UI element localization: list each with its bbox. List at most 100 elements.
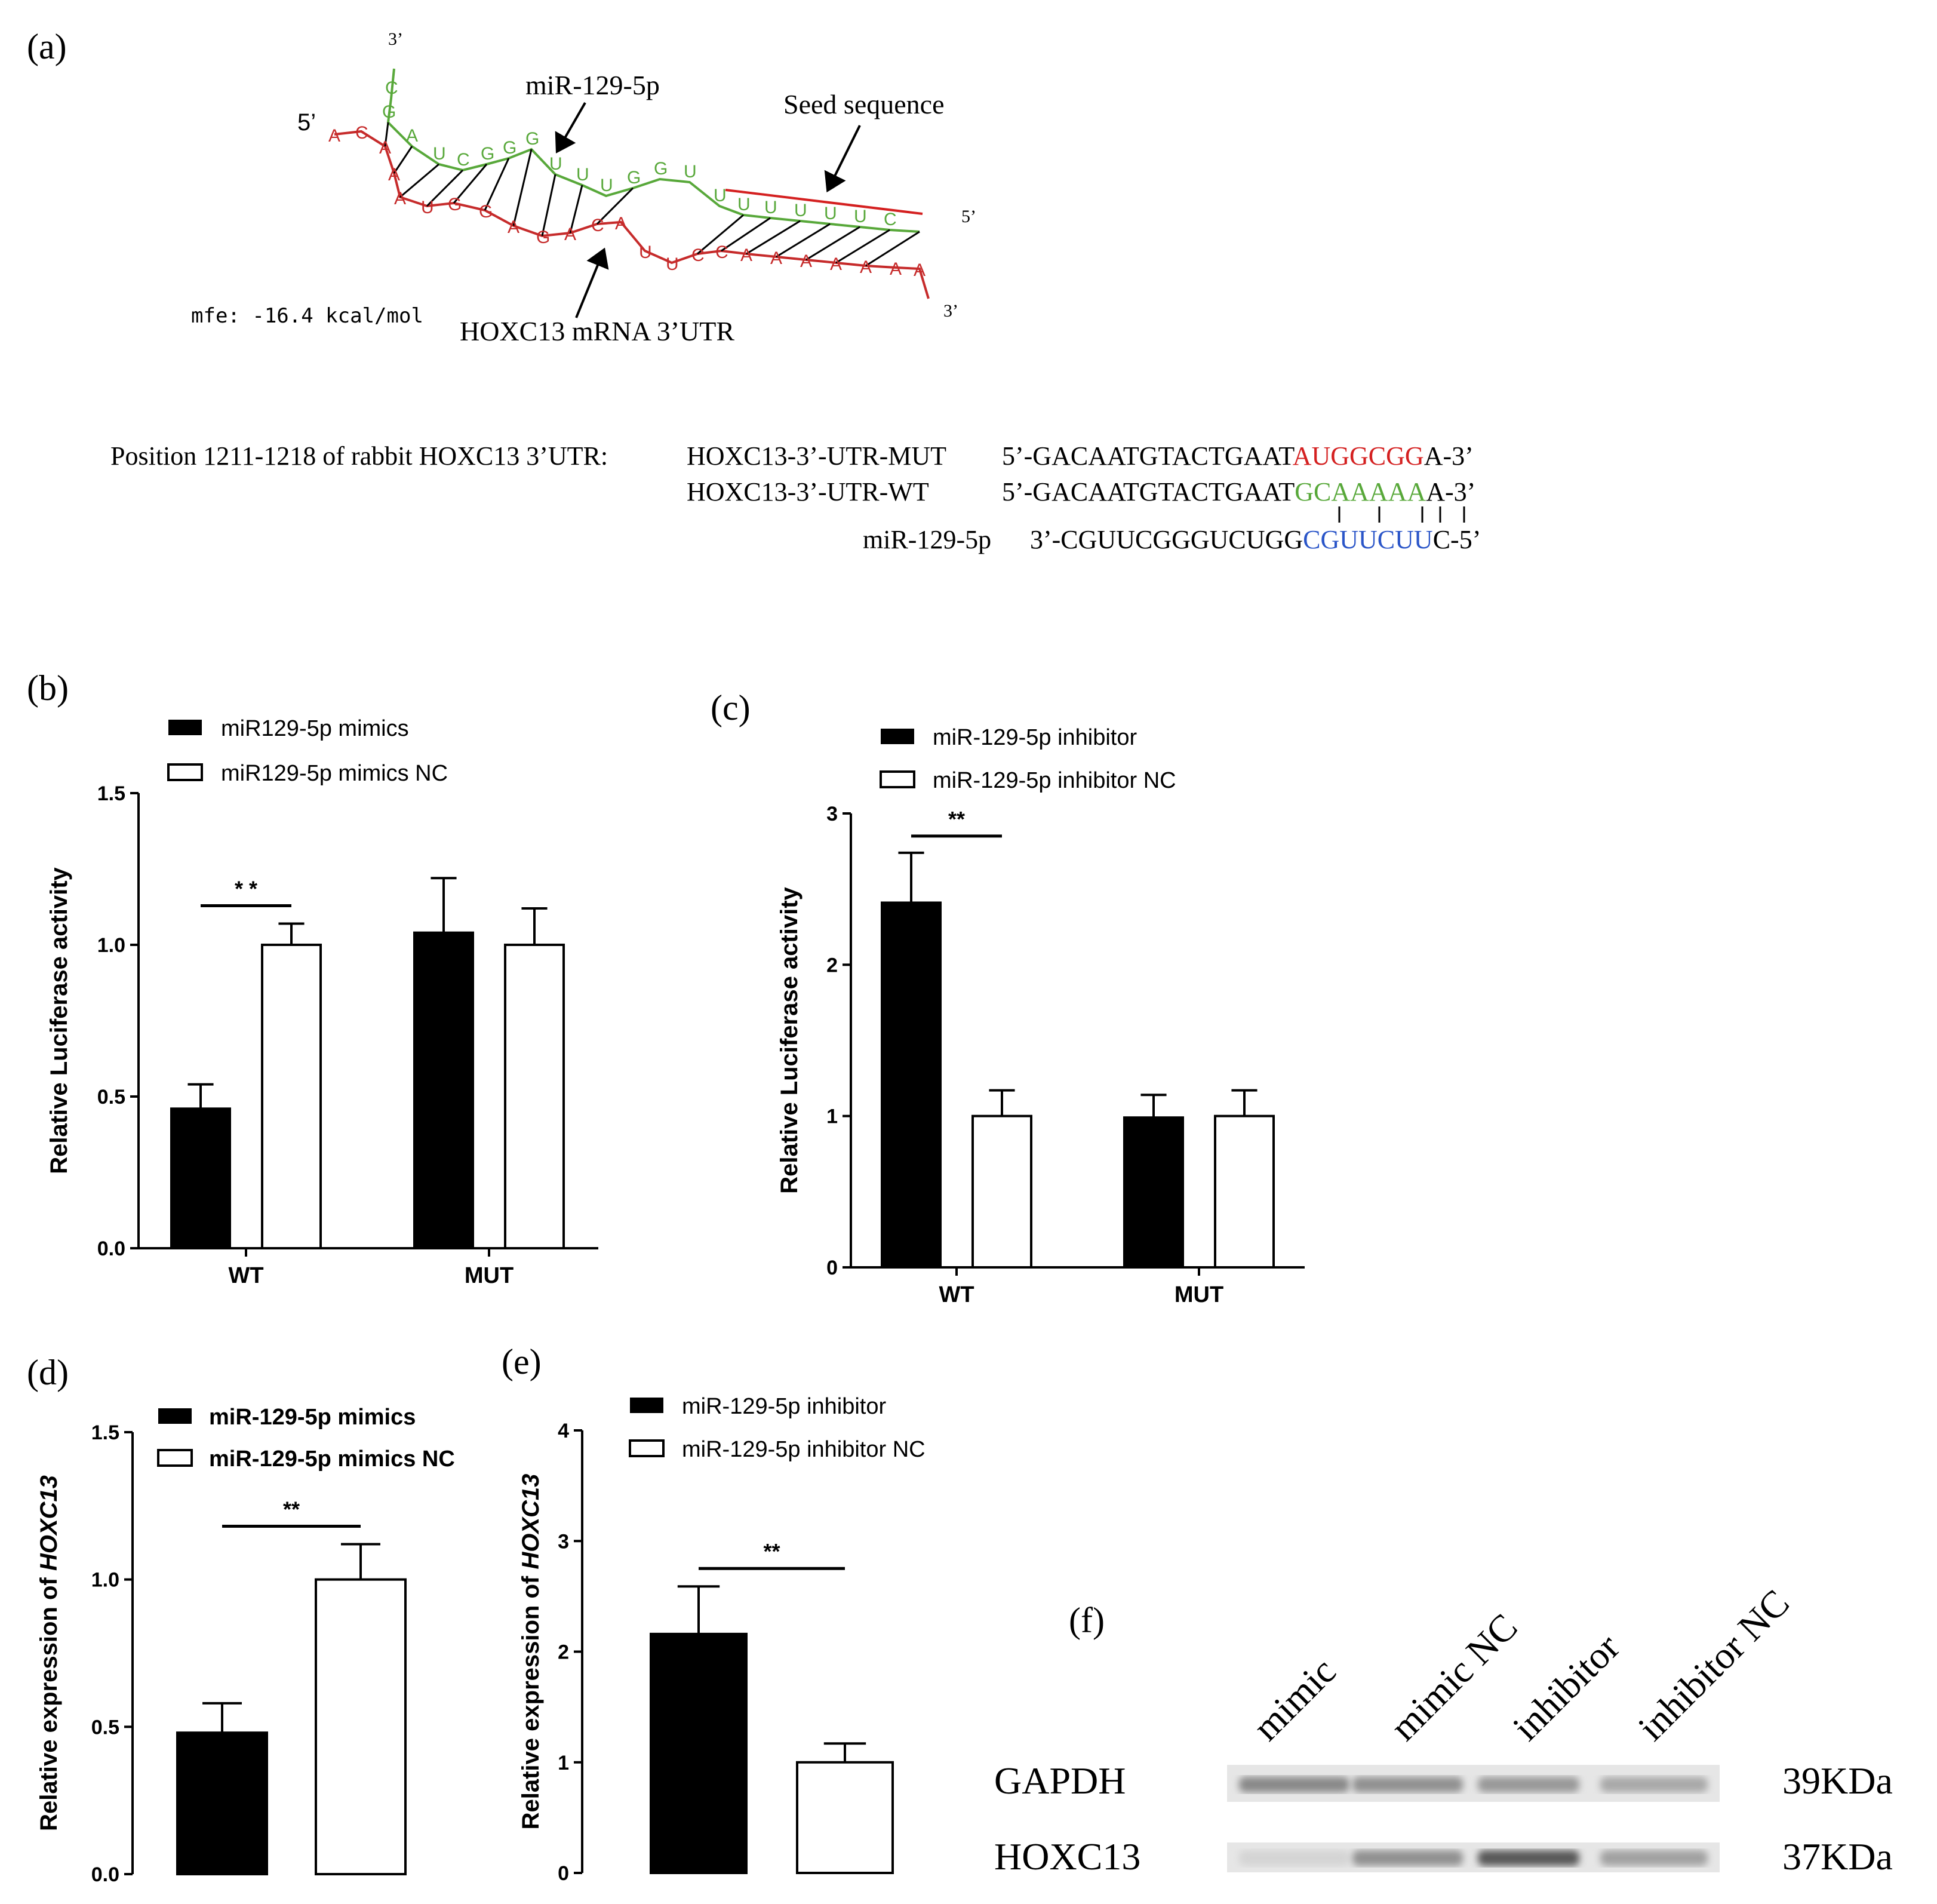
seed-label: Seed sequence — [783, 89, 945, 119]
legend-c-series-2: miR-129-5p inhibitor NC — [933, 768, 1176, 793]
mirna-base: G — [382, 102, 396, 122]
mirna-strand — [386, 68, 920, 233]
bar — [315, 1578, 407, 1876]
base-pair — [569, 185, 583, 234]
y-tick-label: 3 — [558, 1530, 569, 1553]
base-pair — [484, 158, 510, 211]
end-5-label: 5’ — [297, 109, 316, 136]
position-label: Position 1211-1218 of rabbit HOXC13 3’UT… — [110, 441, 608, 471]
y-tick-label: 0.0 — [91, 1863, 119, 1886]
mrna-base: C — [591, 216, 604, 235]
lane-label: mimic — [1245, 1650, 1344, 1749]
y-tick-label: 4 — [558, 1420, 569, 1442]
mrna-base: C — [691, 245, 705, 265]
base-pair — [746, 220, 801, 255]
wt-sequence: 5’-GACAATGTACTGAATGCAAAAAA-3’ — [1002, 477, 1475, 506]
y-tick-label: 2 — [558, 1641, 569, 1664]
mrna-arrow — [575, 247, 609, 318]
x-tick-label: MUT — [465, 1263, 514, 1288]
chart-d: 0.0 0.5 1.0 1.5 Relative expression of HOXC1… — [36, 1421, 407, 1886]
mirna-base: U — [794, 201, 807, 220]
significance-label: ** — [283, 1497, 300, 1521]
y-axis-label: Relative Luciferase activity — [776, 886, 803, 1193]
blot-row-name: HOXC13 — [994, 1835, 1140, 1878]
lane-label: mimic NC — [1382, 1605, 1526, 1749]
bar — [170, 1107, 231, 1249]
mrna-base: A — [830, 254, 842, 274]
lane-label: inhibitor — [1505, 1626, 1628, 1749]
seed-arrow — [824, 125, 861, 193]
mrna-base: U — [639, 242, 652, 262]
end-3-top-label: 3’ — [388, 29, 403, 49]
significance-label: ** — [948, 807, 965, 831]
panel-b-label: (b) — [27, 668, 69, 708]
mirna-arrow — [555, 102, 586, 153]
panel-a-label: (a) — [27, 27, 67, 66]
x-tick-label: WT — [228, 1263, 263, 1288]
legend-d-series-2: miR-129-5p mimics NC — [209, 1447, 455, 1472]
mfe-label: mfe: -16.4 kcal/mol — [191, 304, 423, 328]
mrna-base: A — [800, 251, 812, 271]
mir-name: miR-129-5p — [863, 525, 991, 554]
base-pair — [512, 149, 533, 226]
mirna-base: U — [714, 186, 727, 205]
legend-c-swatch-filled — [881, 729, 914, 744]
mirna-base: U — [433, 144, 446, 164]
seed-underline — [725, 189, 923, 215]
base-pair — [805, 226, 860, 261]
y-tick-label: 1.5 — [91, 1421, 119, 1444]
y-tick-label: 3 — [826, 803, 838, 825]
blot-row-size: 37KDa — [1782, 1835, 1893, 1878]
blot-band — [1352, 1850, 1463, 1866]
base-pair — [776, 223, 831, 258]
panel-e: (e) miR-129-5p inhibitor miR-129-5p inhi… — [502, 1342, 926, 1885]
y-tick-label: 1 — [558, 1752, 569, 1774]
y-axis-label: Relative Luciferase activity — [46, 867, 72, 1174]
legend-b-series-2: miR129-5p mimics NC — [221, 761, 448, 786]
chart-e: 0 1 2 3 4 Relative expression of HOXC13 ** — [518, 1420, 894, 1885]
y-tick-label: 0 — [826, 1257, 838, 1279]
blot-band — [1600, 1850, 1708, 1866]
legend-d-series-1: miR-129-5p mimics — [209, 1405, 416, 1430]
legend-b-swatch-open — [167, 763, 203, 781]
y-tick-label: 1.5 — [97, 782, 125, 805]
bar — [504, 944, 565, 1249]
mrna-base: A — [740, 245, 752, 265]
legend-d-swatch-filled — [158, 1408, 192, 1424]
mirna-base: C — [385, 78, 398, 98]
y-tick-label: 0.5 — [97, 1086, 125, 1108]
panel-f: (f) mimic mimic NC inhibitor inhibitor N… — [994, 1581, 1893, 1878]
bar — [1123, 1116, 1184, 1269]
mirna-base: U — [549, 154, 562, 174]
chart-c: 0 1 2 3 Relative Luciferase activity WT MUT ** — [776, 803, 1305, 1307]
wt-seed: GCAAAAA — [1295, 477, 1426, 506]
mrna-base: G — [479, 202, 493, 222]
panel-d-label: (d) — [27, 1353, 69, 1392]
panel-e-label: (e) — [502, 1342, 542, 1381]
mirna-base: G — [481, 144, 494, 164]
mirna-label: miR-129-5p — [525, 70, 660, 100]
mut-seed: AUGGCGG — [1293, 441, 1424, 471]
y-axis-label: Relative expression of HOXC13 — [36, 1475, 62, 1831]
mrna-base: U — [666, 254, 679, 274]
significance-label: ** — [763, 1539, 780, 1564]
mirna-base: U — [737, 195, 751, 214]
bar — [261, 944, 322, 1249]
blot-band — [1478, 1777, 1579, 1792]
bar — [176, 1731, 268, 1875]
blot-band — [1239, 1850, 1349, 1866]
base-pair — [399, 163, 439, 198]
mrna-base: A — [564, 225, 576, 244]
y-tick-label: 1.0 — [97, 934, 125, 957]
base-pair — [393, 146, 413, 174]
mrna-base: A — [394, 189, 406, 208]
bar — [881, 901, 942, 1269]
base-pair — [865, 231, 920, 267]
bar — [796, 1761, 894, 1874]
blot-band — [1352, 1777, 1463, 1792]
legend-b-swatch-filled — [168, 720, 202, 735]
panel-f-label: (f) — [1069, 1601, 1105, 1640]
y-tick-label: 1.0 — [91, 1569, 119, 1592]
